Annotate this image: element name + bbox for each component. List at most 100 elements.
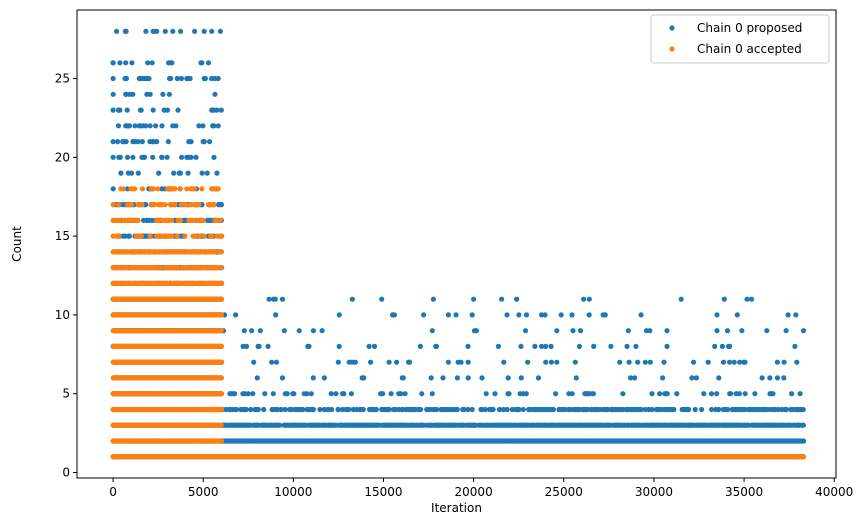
data-point	[123, 139, 129, 145]
data-point	[205, 60, 212, 66]
data-point	[360, 406, 366, 413]
data-point	[270, 391, 276, 397]
data-point	[117, 60, 123, 66]
data-point	[201, 28, 207, 34]
data-point	[492, 391, 498, 397]
data-point	[147, 91, 153, 97]
data-point	[741, 438, 747, 444]
data-point	[145, 60, 151, 66]
data-point	[273, 312, 279, 318]
data-point	[299, 406, 305, 413]
data-point	[123, 123, 129, 129]
data-point	[532, 343, 538, 349]
data-point	[620, 391, 626, 397]
data-point	[469, 406, 475, 413]
data-point	[249, 328, 255, 334]
data-point	[209, 28, 215, 34]
data-point	[211, 107, 217, 113]
data-point	[218, 107, 224, 113]
data-point	[642, 359, 648, 365]
data-point	[126, 233, 132, 239]
data-point	[573, 375, 579, 381]
data-point	[678, 296, 684, 302]
data-point	[254, 375, 260, 381]
data-point	[662, 391, 668, 397]
data-point	[577, 328, 584, 334]
data-point	[591, 343, 597, 349]
data-point	[174, 75, 180, 82]
data-point	[719, 343, 726, 349]
data-point	[243, 343, 250, 349]
data-point	[435, 422, 441, 428]
data-point	[465, 359, 471, 365]
data-point	[305, 343, 311, 349]
data-point	[164, 154, 170, 160]
data-point	[742, 359, 748, 365]
data-point	[218, 359, 224, 365]
data-point	[391, 312, 397, 318]
data-point	[110, 75, 116, 82]
data-point	[465, 343, 471, 349]
data-point	[429, 328, 435, 334]
data-point	[627, 375, 634, 381]
data-point	[671, 406, 677, 413]
data-point	[744, 296, 750, 302]
data-point	[590, 391, 597, 397]
data-point	[664, 328, 670, 334]
data-point	[543, 343, 549, 349]
data-point	[469, 312, 475, 318]
data-point	[123, 75, 129, 82]
data-point	[430, 296, 436, 302]
data-point	[685, 406, 691, 413]
data-point	[272, 296, 278, 302]
data-point	[335, 406, 341, 413]
data-point	[742, 391, 748, 397]
data-point	[569, 391, 575, 397]
data-point	[687, 422, 693, 428]
data-point	[346, 359, 352, 365]
data-point	[227, 406, 233, 413]
data-point	[150, 107, 156, 113]
data-point	[461, 406, 467, 413]
data-point	[506, 391, 512, 397]
data-point	[424, 406, 430, 413]
data-point	[774, 359, 781, 365]
data-point	[308, 391, 314, 397]
data-point	[215, 75, 221, 82]
data-point	[569, 312, 575, 318]
data-point	[535, 375, 542, 381]
data-point	[734, 312, 740, 318]
data-point	[789, 391, 795, 397]
data-point	[617, 359, 623, 365]
data-point	[192, 28, 198, 34]
data-point	[310, 328, 316, 334]
data-point	[394, 359, 400, 365]
data-point	[128, 170, 135, 176]
data-point	[250, 391, 256, 397]
data-point	[319, 328, 325, 334]
data-point	[720, 359, 727, 365]
data-point	[731, 359, 737, 365]
data-point	[310, 406, 316, 413]
data-point	[199, 170, 205, 176]
data-point	[207, 139, 213, 145]
data-point	[196, 123, 202, 129]
data-point	[173, 123, 179, 129]
data-point	[712, 343, 718, 349]
data-point	[496, 406, 503, 413]
data-point	[482, 406, 488, 413]
data-point	[767, 375, 773, 381]
data-point	[282, 406, 288, 413]
data-point	[368, 359, 374, 365]
data-point	[159, 154, 165, 160]
data-point	[748, 296, 755, 302]
data-point	[572, 406, 578, 413]
data-point	[341, 391, 347, 397]
data-point	[266, 296, 272, 302]
data-point	[193, 154, 199, 160]
data-point	[638, 406, 644, 413]
data-point	[349, 296, 355, 302]
data-point	[279, 296, 286, 302]
data-point	[143, 28, 149, 34]
